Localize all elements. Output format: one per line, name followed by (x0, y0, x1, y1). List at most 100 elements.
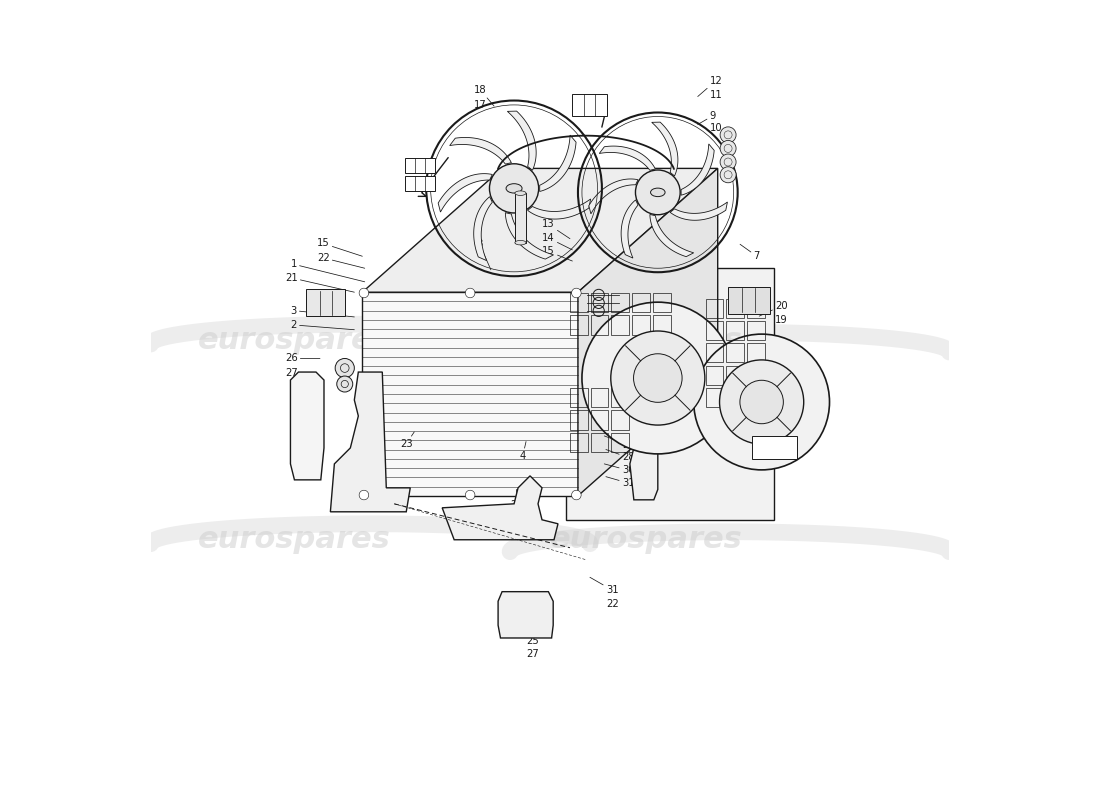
Circle shape (465, 490, 475, 500)
Polygon shape (600, 146, 656, 170)
Bar (747, 388, 764, 407)
Text: 19: 19 (776, 315, 788, 325)
Text: 29: 29 (604, 436, 635, 450)
Bar (591, 410, 608, 430)
Bar (515, 193, 526, 242)
Text: 7: 7 (740, 244, 760, 262)
Circle shape (582, 302, 734, 454)
Polygon shape (566, 268, 773, 520)
Polygon shape (498, 592, 553, 638)
Ellipse shape (515, 191, 526, 195)
Bar (726, 343, 744, 362)
Circle shape (359, 490, 369, 500)
FancyBboxPatch shape (752, 436, 796, 459)
Circle shape (719, 360, 804, 444)
FancyBboxPatch shape (728, 286, 770, 314)
Circle shape (720, 167, 736, 182)
Bar (570, 388, 587, 407)
Bar (706, 298, 724, 318)
Bar (726, 321, 744, 340)
Bar (612, 293, 629, 312)
Text: 17: 17 (474, 99, 487, 110)
Text: 14: 14 (758, 405, 788, 419)
Circle shape (634, 354, 682, 402)
FancyBboxPatch shape (307, 289, 344, 316)
Polygon shape (578, 169, 717, 496)
Circle shape (337, 376, 353, 392)
Polygon shape (474, 197, 493, 261)
Polygon shape (651, 122, 678, 176)
Polygon shape (362, 169, 717, 292)
Text: 27: 27 (526, 649, 539, 659)
Bar (591, 388, 608, 407)
Text: 28: 28 (606, 450, 635, 462)
Bar (570, 315, 587, 334)
Polygon shape (290, 372, 324, 480)
Text: 18: 18 (474, 85, 494, 106)
Polygon shape (540, 135, 576, 191)
Bar (591, 433, 608, 452)
Bar (570, 293, 587, 312)
Bar (747, 298, 764, 318)
Ellipse shape (650, 188, 666, 197)
Circle shape (359, 288, 369, 298)
Text: eurospares: eurospares (198, 326, 390, 354)
Bar (612, 315, 629, 334)
Circle shape (465, 288, 475, 298)
Circle shape (694, 334, 829, 470)
Text: 22: 22 (317, 253, 365, 268)
Text: 5: 5 (776, 368, 782, 378)
Text: 23: 23 (400, 432, 415, 449)
Bar (612, 433, 629, 452)
Polygon shape (442, 476, 558, 540)
Circle shape (720, 141, 736, 157)
Text: 16: 16 (759, 354, 788, 368)
Bar (570, 410, 587, 430)
Text: 24: 24 (504, 203, 519, 220)
Text: 27: 27 (285, 368, 298, 378)
Text: 2: 2 (290, 320, 354, 330)
Text: 8: 8 (476, 239, 491, 270)
Polygon shape (438, 174, 493, 212)
Text: 15: 15 (317, 238, 362, 256)
Circle shape (720, 154, 736, 170)
Text: eurospares: eurospares (550, 326, 742, 354)
Text: eurospares: eurospares (198, 526, 390, 554)
FancyBboxPatch shape (405, 158, 435, 173)
Circle shape (336, 358, 354, 378)
Text: 31: 31 (606, 477, 635, 488)
Bar (706, 343, 724, 362)
Text: eurospares: eurospares (550, 526, 742, 554)
Ellipse shape (506, 184, 522, 193)
Text: 23: 23 (510, 490, 522, 510)
Polygon shape (505, 213, 553, 259)
Polygon shape (528, 199, 591, 219)
Text: 14: 14 (542, 233, 572, 250)
Polygon shape (650, 214, 694, 257)
Circle shape (572, 490, 581, 500)
Bar (591, 293, 608, 312)
Polygon shape (621, 200, 638, 258)
Polygon shape (630, 442, 658, 500)
Polygon shape (681, 144, 714, 195)
Text: 10: 10 (710, 123, 723, 134)
Text: 3: 3 (290, 306, 354, 317)
Circle shape (490, 164, 539, 213)
Text: 4: 4 (519, 442, 526, 461)
Text: 15: 15 (776, 419, 788, 429)
Bar (591, 315, 608, 334)
Bar (747, 321, 764, 340)
Polygon shape (362, 292, 578, 496)
Text: 9: 9 (697, 110, 716, 125)
Text: 1: 1 (290, 259, 365, 282)
Ellipse shape (515, 241, 526, 245)
Circle shape (740, 380, 783, 424)
Text: 22: 22 (606, 598, 618, 609)
Text: 12: 12 (697, 75, 723, 97)
Bar (726, 366, 744, 385)
Polygon shape (450, 138, 512, 164)
Text: 13: 13 (542, 219, 570, 238)
FancyBboxPatch shape (572, 94, 607, 116)
Bar (570, 433, 587, 452)
Circle shape (636, 170, 680, 214)
